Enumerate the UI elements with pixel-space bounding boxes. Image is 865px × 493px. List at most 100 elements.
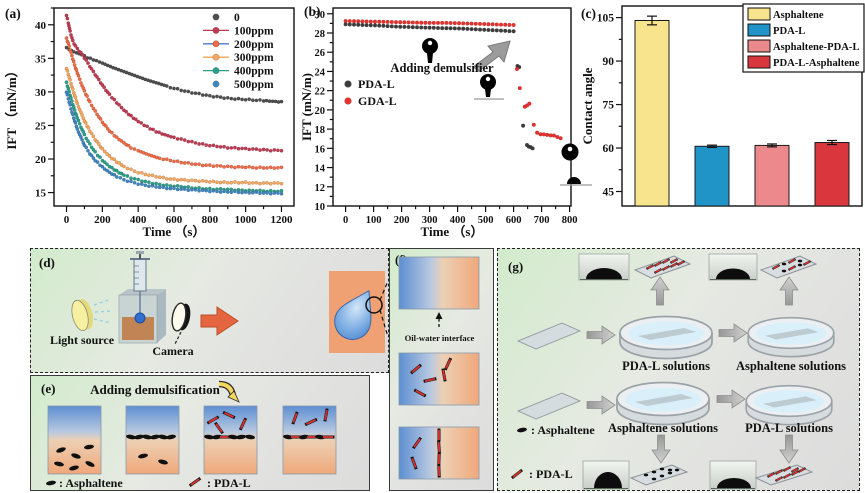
panel-d-setup-diagram: (d) Light source [30, 248, 389, 373]
light-rays [93, 298, 114, 324]
series-100ppm [64, 13, 284, 153]
svg-text:100: 100 [366, 215, 382, 226]
pdal-legend-icon [510, 468, 524, 480]
svg-text:10: 10 [315, 202, 326, 213]
panel-letter-c: (c) [581, 6, 596, 21]
series-GDA-L [343, 18, 563, 141]
svg-text:25: 25 [35, 120, 47, 132]
legend-label-PDA-L-Asphaltene: PDA-L-Asphaltene [773, 58, 860, 69]
light-source-label: Light source [50, 333, 115, 347]
svg-text:30: 30 [35, 87, 47, 99]
slide-asph-coated [629, 464, 689, 486]
y-axis-label: IFT （mN/m） [4, 64, 19, 149]
y-axis-label: IFT (mN/m) [299, 73, 314, 141]
legend-label-Asphaltene: Asphaltene [773, 10, 824, 21]
drop-closeup-icon [334, 290, 372, 340]
y-axis-label: Contact angle [580, 67, 595, 144]
svg-text:14: 14 [315, 164, 326, 175]
series-0 [64, 45, 284, 104]
water-drop-icon [134, 312, 146, 324]
contact-angle-photo-pdal-asph [708, 253, 758, 281]
series-300ppm [64, 66, 284, 186]
chart-b-demulsifier-ift: 0 100 200 300 400 500 600 700 800 10 12 14 16 18 20 22 2… [299, 7, 592, 239]
svg-text:20: 20 [315, 106, 326, 117]
svg-text:500: 500 [478, 215, 494, 226]
svg-text:26: 26 [315, 48, 326, 59]
slide-pdal-asph-coated [759, 255, 818, 279]
petri-dish-asph-2 [616, 381, 710, 426]
svg-text:800: 800 [562, 215, 578, 226]
axis-ticks [616, 16, 622, 193]
svg-text:1000: 1000 [235, 214, 258, 226]
svg-text:1200: 1200 [270, 214, 293, 226]
svg-text:0: 0 [343, 215, 348, 226]
axis-ticks [327, 13, 571, 212]
series-500ppm [64, 90, 284, 196]
svg-text:200: 200 [94, 214, 111, 226]
bar-PDA-L [694, 145, 730, 207]
svg-text:15: 15 [35, 188, 47, 200]
panel-letter-g: (g) [508, 259, 523, 274]
legend: PDA-L GDA-L [344, 77, 397, 108]
yellow-curved-arrow-icon [218, 380, 240, 403]
legend-label-0: 0 [234, 12, 240, 24]
stage-3-demulsifier-approach [203, 405, 258, 475]
error-bar-PDA-L [707, 144, 717, 149]
svg-text:75: 75 [603, 100, 615, 112]
legend-label-100ppm: 100ppm [234, 25, 274, 37]
axis-ticks [48, 7, 283, 212]
interface-cell-empty [398, 256, 480, 310]
magnifier-dashed-lines [379, 280, 389, 338]
camera-pointer-line [174, 331, 182, 345]
down-arrow-1 [651, 434, 671, 464]
camera-label: Camera [152, 344, 193, 358]
right-arrow-4 [716, 389, 746, 409]
svg-text:600: 600 [506, 215, 522, 226]
svg-text:60: 60 [603, 143, 615, 155]
detached-drop-icon [561, 143, 579, 161]
svg-text:35: 35 [35, 53, 47, 65]
stage-4-film-replacement [282, 405, 337, 475]
asphaltene-legend-label: : Asphaltene [531, 423, 595, 437]
svg-text:18: 18 [315, 125, 326, 136]
magnifier-circle-icon [365, 296, 383, 314]
dish4-label: PDA-L solutions [745, 421, 833, 435]
panel-letter-e: (e) [41, 381, 55, 396]
error-bar-Asphaltene-PDA-L [767, 143, 777, 148]
bar-Asphaltene-PDA-L [754, 144, 790, 207]
up-arrow-1 [650, 276, 670, 306]
stage-1-emulsion [47, 405, 102, 475]
right-arrow-1 [586, 325, 616, 345]
legend-label-PDA-L: PDA-L [773, 26, 805, 37]
dish3-label: Asphaltene solutions [608, 421, 718, 435]
pdal-legend-label: : PDA-L [529, 467, 573, 481]
orange-arrow-icon [200, 306, 239, 336]
pdal-legend-icon [188, 476, 202, 488]
chart-b-plot: 0 100 200 300 400 500 600 700 800 10 12 14 16 18 20 22 2… [299, 7, 578, 239]
slide-pdal-coated [633, 255, 692, 279]
svg-text:400: 400 [450, 215, 466, 226]
right-arrow-3 [586, 395, 616, 415]
svg-text:200: 200 [394, 215, 410, 226]
legend-label-Asphaltene-PDA-L: Asphaltene-PDA-L [773, 42, 860, 53]
pdal-legend-label: : PDA-L [207, 476, 251, 490]
svg-text:12: 12 [315, 183, 326, 194]
legend-label-200ppm: 200ppm [234, 39, 274, 51]
right-arrow-2 [718, 323, 748, 343]
series-200ppm [64, 36, 284, 171]
chart-a-ift-vs-time: 0 200 400 600 800 1000 1200 15 20 25 30 35 40 Time （s… [4, 7, 295, 239]
legend-label-300ppm: 300ppm [234, 52, 274, 64]
svg-text:90: 90 [603, 56, 615, 68]
up-arrow-2 [779, 276, 799, 306]
petri-dish-asph-1 [747, 316, 835, 358]
pendant-drop-on-surface-icon [474, 74, 504, 100]
asphaltene-legend-label: : Asphaltene [59, 476, 123, 490]
series-PDA-L [343, 22, 535, 151]
bar-Asphaltene [634, 19, 670, 207]
svg-text:28: 28 [315, 29, 326, 40]
svg-text:300: 300 [422, 215, 438, 226]
